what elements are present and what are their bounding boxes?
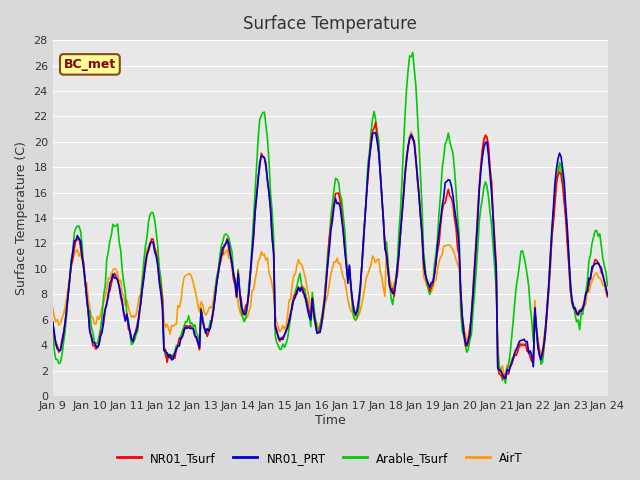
Legend: NR01_Tsurf, NR01_PRT, Arable_Tsurf, AirT: NR01_Tsurf, NR01_PRT, Arable_Tsurf, AirT bbox=[112, 447, 528, 469]
X-axis label: Time: Time bbox=[315, 414, 346, 427]
Text: BC_met: BC_met bbox=[64, 58, 116, 71]
Y-axis label: Surface Temperature (C): Surface Temperature (C) bbox=[15, 141, 28, 295]
Title: Surface Temperature: Surface Temperature bbox=[243, 15, 417, 33]
